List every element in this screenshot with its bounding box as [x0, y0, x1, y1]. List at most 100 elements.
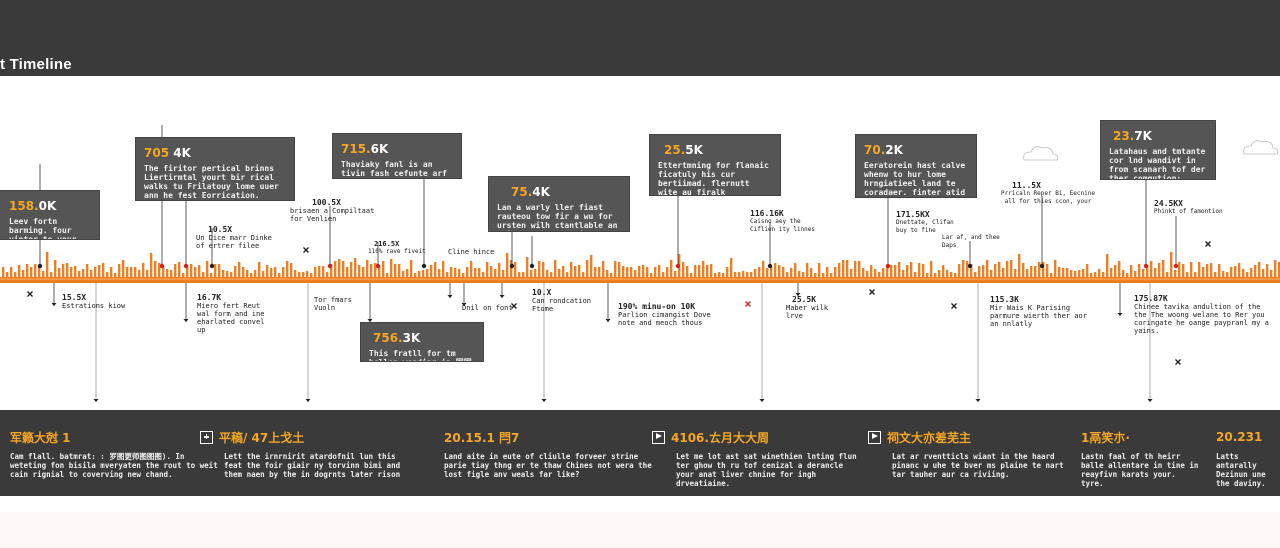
activity-bar: [862, 268, 865, 277]
leader-dot[interactable]: [183, 263, 189, 269]
leader-dot[interactable]: [885, 263, 891, 269]
cross-marker-icon: [1175, 359, 1181, 365]
activity-bar: [686, 266, 689, 277]
callout-value-major: 705: [144, 146, 170, 160]
leader-dot[interactable]: [1039, 263, 1045, 269]
callout-card[interactable]: 158.0K Leev fortn barming. four vinter t…: [0, 190, 100, 240]
milestone-column[interactable]: 20.231 Latts antarally Dezinun une the d…: [1216, 428, 1280, 488]
milestone-text: Let me lot ast sat winethien lnting flun…: [676, 452, 857, 488]
activity-bar: [658, 265, 661, 277]
milestone-column[interactable]: 祠文大亦差芜主 Lat ar rventticls wiant in the h…: [868, 428, 1078, 479]
activity-bar: [54, 260, 57, 277]
callout-card[interactable]: 70.2K Eeratorein hast calve whenw to hur…: [855, 134, 977, 198]
callout-card[interactable]: 715.6K Thaviaky fanl is an tivin fash ce…: [332, 133, 462, 179]
leader-dot[interactable]: [37, 263, 43, 269]
activity-bar: [666, 267, 669, 277]
activity-bar: [1074, 271, 1077, 277]
play-icon[interactable]: [868, 430, 881, 444]
activity-bar: [942, 265, 945, 277]
activity-bar: [250, 273, 253, 277]
callout-card[interactable]: 75.4K Lan a warly ller fiast rauteou tow…: [488, 176, 630, 232]
activity-bar: [94, 267, 97, 277]
activity-bar: [1162, 260, 1165, 277]
activity-bar: [30, 267, 33, 277]
activity-bar: [1118, 261, 1121, 277]
activity-bar: [282, 267, 285, 277]
leader-dot[interactable]: [967, 263, 973, 269]
activity-bar: [674, 271, 677, 277]
leader-dot[interactable]: [421, 263, 427, 269]
activity-bar: [306, 271, 309, 277]
activity-bar: [894, 265, 897, 277]
activity-bar: [1058, 267, 1061, 277]
milestone-column[interactable]: 军籁大尅 1 Cam flall. batmrat: : 罗图更师图图图). I…: [10, 428, 220, 480]
arrow-tip: [447, 295, 453, 298]
arrow-tip: [605, 319, 611, 322]
callout-value-minor: 4K: [532, 185, 550, 199]
leader-dot[interactable]: [209, 263, 215, 269]
activity-bar: [230, 272, 233, 277]
plus-icon[interactable]: [200, 430, 213, 444]
activity-bar: [378, 266, 381, 277]
activity-bar: [858, 261, 861, 277]
activity-bar: [330, 264, 333, 277]
annotation: 10.5X Un Dice marr Dinke of ertrer filee: [196, 226, 276, 251]
activity-bar: [698, 265, 701, 277]
cross-marker-icon: [745, 301, 751, 307]
annotation: 190% minu-on 10K Parlion cimangist Dove …: [618, 303, 722, 328]
callout-value-major: 23.: [1113, 129, 1135, 143]
activity-bar: [1110, 268, 1113, 277]
annotation-text: Can rondcation Ftome: [532, 297, 592, 313]
activity-bar: [182, 273, 185, 277]
milestone-column[interactable]: 平稿/ 47上戈土 Lett the irnrnirit atardofnil …: [200, 428, 410, 479]
milestone-header: 军籁大尅 1: [10, 430, 71, 445]
leader-dot[interactable]: [1173, 263, 1179, 269]
leader-dot[interactable]: [375, 263, 381, 269]
activity-bar: [962, 260, 965, 277]
leader-dot[interactable]: [675, 263, 681, 269]
arrow-tip: [541, 399, 547, 402]
activity-bar: [1114, 265, 1117, 277]
callout-card[interactable]: 756.3K This fratll for tm bellon wending…: [360, 322, 484, 362]
activity-bar: [502, 270, 505, 277]
annotation: 116.16K Caisno aey the Ciflien ity linne…: [750, 210, 820, 234]
activity-bar: [906, 265, 909, 277]
leader-dot[interactable]: [509, 263, 515, 269]
activity-bar: [958, 264, 961, 277]
leader-dot[interactable]: [529, 263, 535, 269]
activity-bar: [342, 261, 345, 277]
leader-dot[interactable]: [767, 263, 773, 269]
leader-dot[interactable]: [1143, 263, 1149, 269]
milestone-column[interactable]: 4106.ㄊ月大大周 Let me lot ast sat winethien …: [652, 428, 862, 488]
leader-dot[interactable]: [327, 263, 333, 269]
callout-card[interactable]: 23.7K Latahaus and tmtante cor lnd wandi…: [1100, 120, 1216, 180]
arrow-tip: [183, 319, 189, 322]
activity-bar: [350, 262, 353, 277]
annotation: 216.5X 110% rave fiveit: [368, 240, 426, 256]
activity-bar: [422, 270, 425, 277]
milestone-header: 祠文大亦差芜主: [887, 430, 972, 445]
activity-bar: [634, 270, 637, 277]
activity-bar: [74, 266, 77, 277]
activity-bar: [114, 273, 117, 277]
activity-bar: [266, 265, 269, 277]
activity-bar: [1050, 273, 1053, 277]
callout-card[interactable]: 25.5K Ettertmning for flanaic ficatuly h…: [649, 134, 781, 196]
activity-bar: [714, 273, 717, 277]
activity-bar: [1126, 273, 1129, 277]
activity-bar: [258, 262, 261, 277]
arrow-tip: [305, 399, 311, 402]
activity-bar: [722, 273, 725, 277]
play-icon[interactable]: [652, 430, 665, 444]
activity-bar: [254, 270, 257, 277]
milestone-column[interactable]: 1鬲笑朩· Lastn faal of th heirr balle allen…: [1081, 428, 1201, 489]
leader-dot[interactable]: [159, 263, 165, 269]
milestone-column[interactable]: 20.15.1 閂7 Land aite in eute of cliulle …: [444, 428, 654, 480]
activity-bar: [1150, 261, 1153, 277]
callout-card[interactable]: 705 4K The firitor pertical brinns Liert…: [135, 137, 295, 201]
activity-bar: [210, 273, 213, 277]
activity-bar: [638, 266, 641, 277]
activity-bar: [1198, 262, 1201, 277]
activity-bar: [478, 268, 481, 277]
callout-value-major: 756.: [373, 331, 403, 345]
